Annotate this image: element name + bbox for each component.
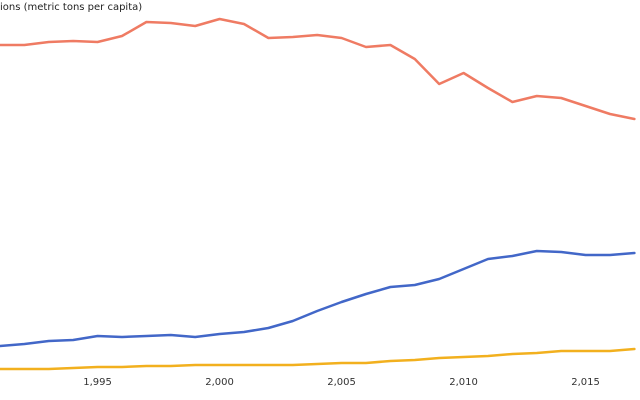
x-tick-label: 2,015	[571, 377, 600, 388]
x-tick-label: 2,005	[327, 377, 356, 388]
chart-title: ions (metric tons per capita)	[0, 2, 142, 13]
series-line	[0, 249, 636, 348]
x-tick-label: 2,010	[449, 377, 478, 388]
x-tick-label: 1,995	[83, 377, 112, 388]
series-line	[0, 17, 636, 121]
series-line	[0, 347, 636, 371]
x-tick-label: 2,000	[205, 377, 234, 388]
